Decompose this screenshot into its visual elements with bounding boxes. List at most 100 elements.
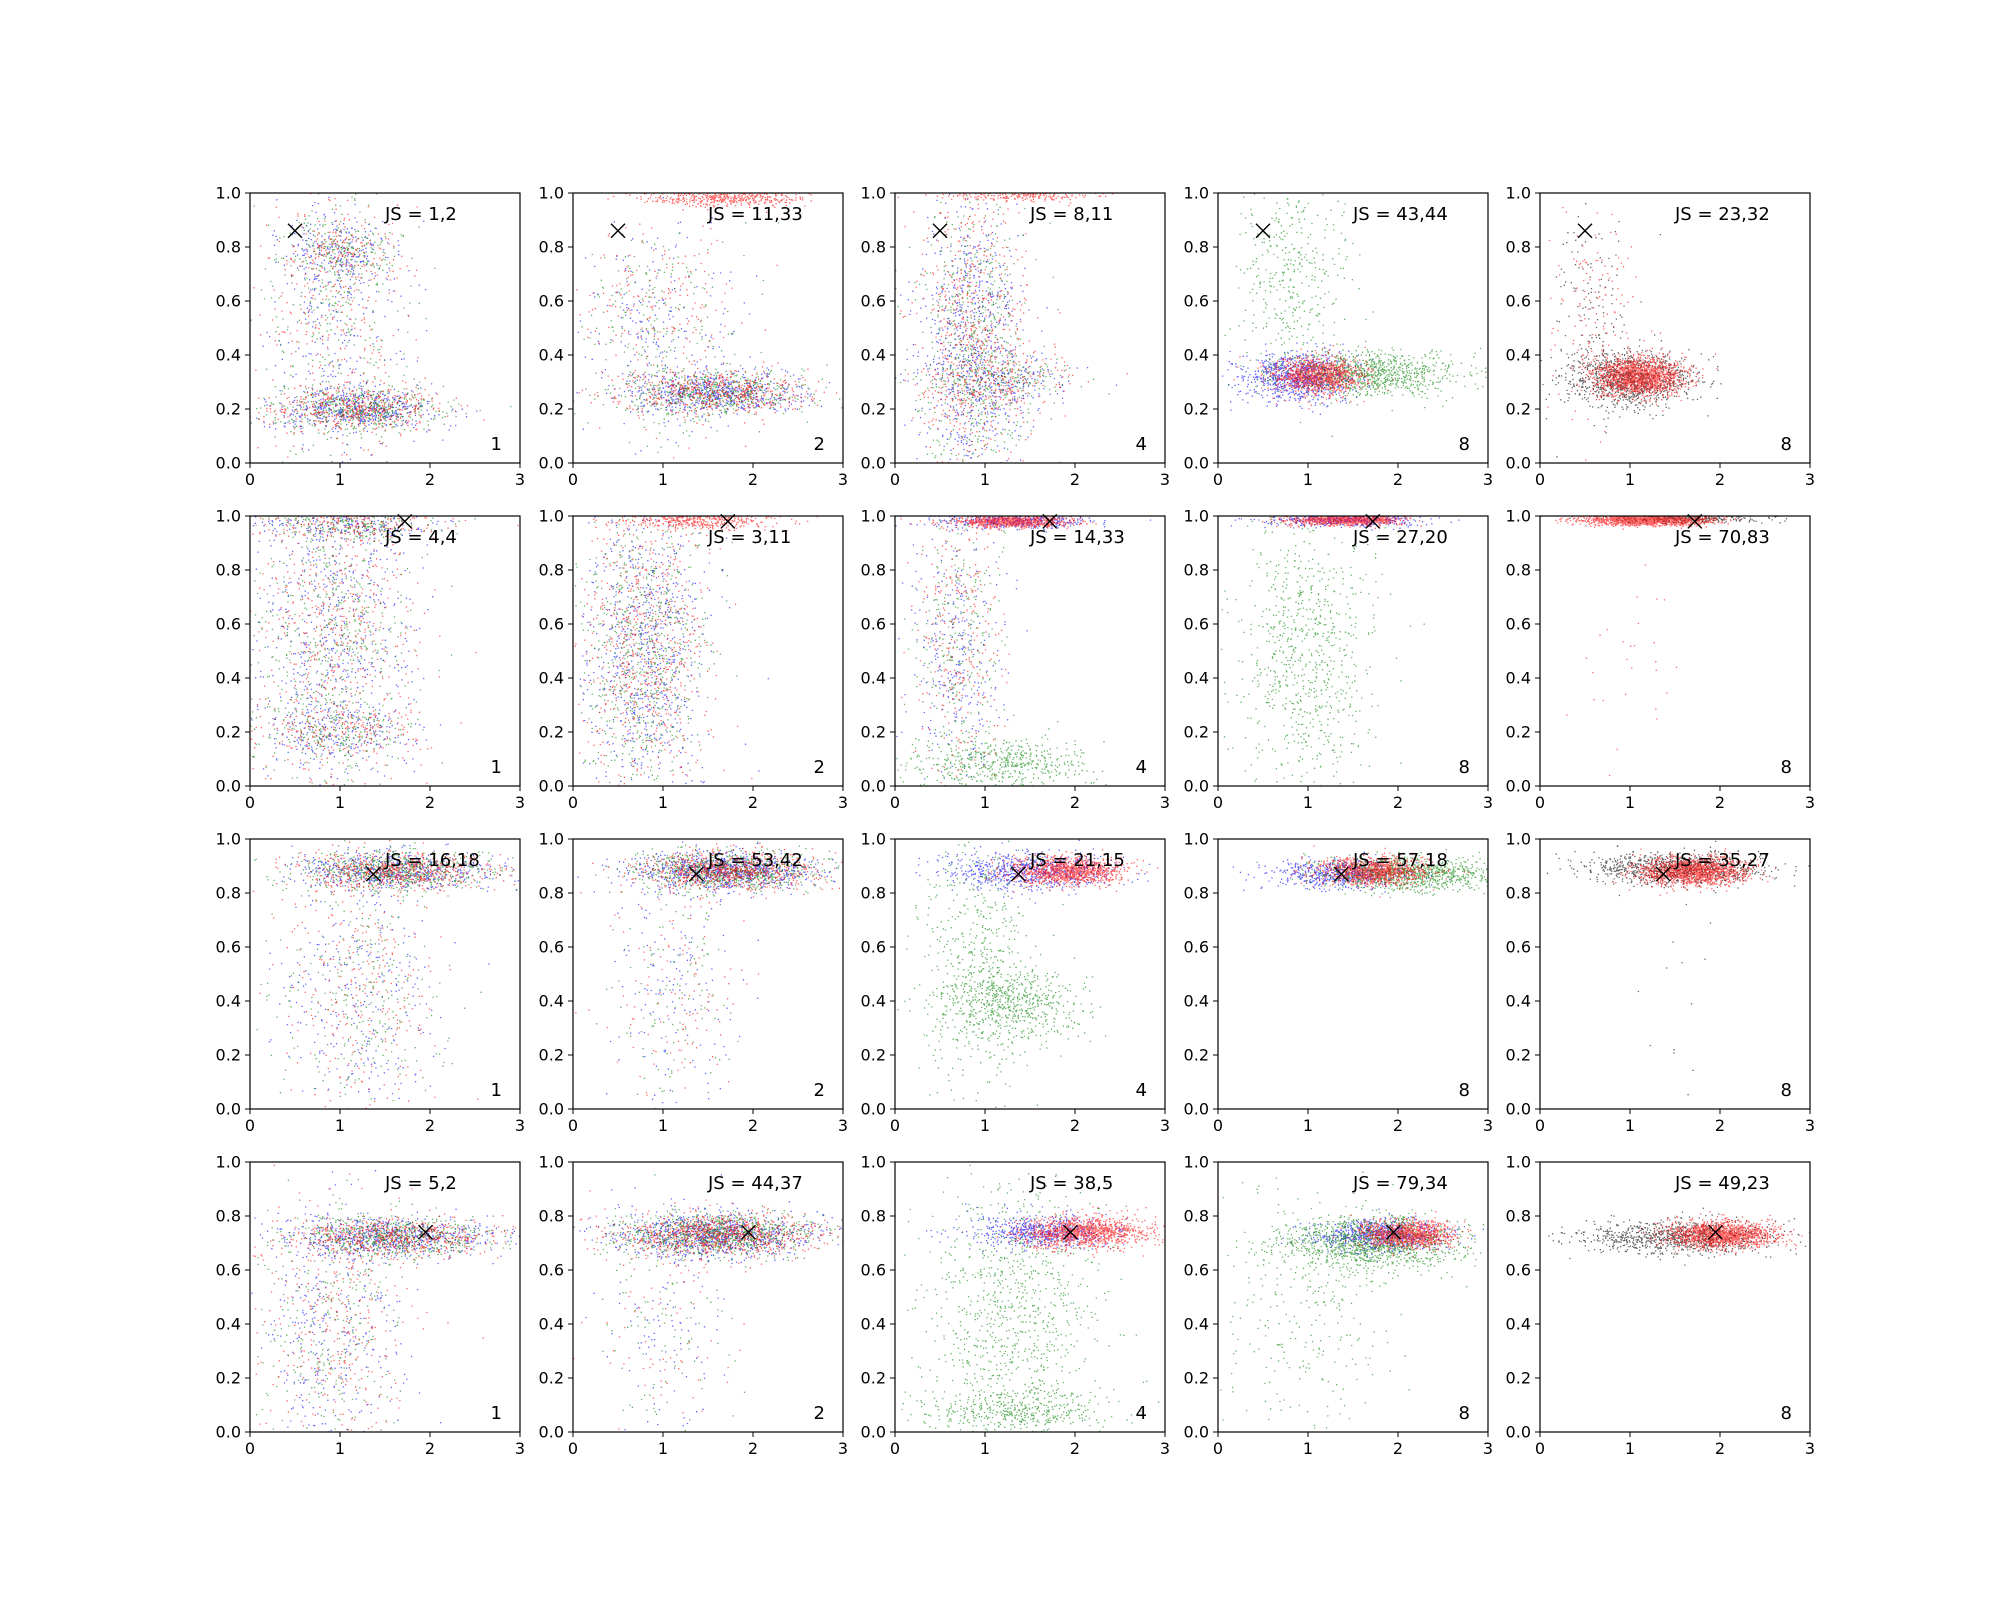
y-tick-label: 1.0 xyxy=(216,507,241,526)
series-red xyxy=(252,1164,516,1432)
series-green xyxy=(897,839,1107,1108)
subplot-10: 0 1 2 3 0.0 0.2 0.4 0.6 0.8 1.0 JS = 70,83 8 xyxy=(1506,507,1816,813)
y-tick-label: 0.6 xyxy=(1184,292,1209,311)
target-marker xyxy=(610,223,626,239)
y-tick-label: 0.0 xyxy=(1184,1100,1209,1119)
y-tick-label: 0.6 xyxy=(1506,615,1531,634)
corner-label: 2 xyxy=(814,434,825,455)
x-tick-label: 0 xyxy=(890,1439,900,1458)
js-annotation: JS = 70,83 xyxy=(1674,527,1770,548)
target-marker xyxy=(1655,866,1671,882)
subplot-8: 0 1 2 3 0.0 0.2 0.4 0.6 0.8 1.0 JS = 14,33 4 xyxy=(861,507,1171,813)
x-tick-label: 3 xyxy=(1483,1116,1493,1135)
subplot-grid: 0 1 2 30.00.20.40.60.81.0JS = 1,210 1 2 30.00.… xyxy=(216,184,1816,1459)
x-tick-label: 2 xyxy=(1070,470,1080,489)
x-tick-label: 1 xyxy=(658,1439,668,1458)
target-marker xyxy=(1042,513,1058,529)
scatter-points xyxy=(1540,516,1788,777)
x-tick-label: 1 xyxy=(1303,1116,1313,1135)
x-tick-label: 1 xyxy=(335,793,345,812)
scatter-points xyxy=(1548,1207,1810,1266)
x-tick-label: 2 xyxy=(1715,1439,1725,1458)
y-tick-label: 0.2 xyxy=(1506,400,1531,419)
y-tick-label: 1.0 xyxy=(861,1153,886,1172)
subplot-3: 0 1 2 3 0.0 0.2 0.4 0.6 0.8 1.0 JS = 8,11 4 xyxy=(861,184,1171,490)
subplot-9: 0 1 2 3 0.0 0.2 0.4 0.6 0.8 1.0 JS = 27,20 8 xyxy=(1184,507,1494,813)
x-tick-label: 0 xyxy=(245,1439,255,1458)
y-tick-label: 0.6 xyxy=(1506,292,1531,311)
x-tick-label: 0 xyxy=(890,1116,900,1135)
y-tick-label: 0.6 xyxy=(216,615,241,634)
js-annotation: JS = 53,42 xyxy=(707,850,803,871)
scatter-points xyxy=(250,193,512,463)
axes-frame xyxy=(1217,1161,1489,1433)
y-tick-label: 0.2 xyxy=(539,1046,564,1065)
axes-frame xyxy=(1539,192,1811,464)
series-red xyxy=(1333,1211,1472,1259)
x-tick-label: 3 xyxy=(1160,1116,1170,1135)
x-tick-label: 2 xyxy=(1393,1116,1403,1135)
subplot-19: 0 1 2 3 0.0 0.2 0.4 0.6 0.8 1.0 JS = 79,34 8 xyxy=(1184,1153,1494,1459)
y-tick-label: 0.6 xyxy=(539,615,564,634)
scatter-points xyxy=(901,1164,1165,1432)
corner-label: 8 xyxy=(1781,1403,1792,1424)
scatter-points xyxy=(574,516,819,786)
x-tick-label: 0 xyxy=(1535,470,1545,489)
x-tick-label: 1 xyxy=(980,1116,990,1135)
x-tick-label: 0 xyxy=(890,793,900,812)
series-green xyxy=(895,194,1110,463)
axes-frame xyxy=(249,192,521,464)
x-tick-label: 1 xyxy=(1625,470,1635,489)
y-tick-label: 0.0 xyxy=(1184,777,1209,796)
series-green xyxy=(250,193,512,463)
y-tick-label: 1.0 xyxy=(539,507,564,526)
x-tick-label: 1 xyxy=(658,1116,668,1135)
x-tick-label: 1 xyxy=(1303,793,1313,812)
x-tick-label: 1 xyxy=(980,470,990,489)
corner-label: 8 xyxy=(1459,1403,1470,1424)
y-tick-label: 0.0 xyxy=(216,1100,241,1119)
corner-label: 1 xyxy=(491,757,502,778)
x-tick-label: 0 xyxy=(890,470,900,489)
x-tick-label: 3 xyxy=(1160,1439,1170,1458)
y-tick-label: 0.4 xyxy=(861,346,886,365)
y-tick-label: 0.4 xyxy=(1506,1315,1531,1334)
y-tick-label: 0.4 xyxy=(1184,992,1209,1011)
js-annotation: JS = 57,18 xyxy=(1352,850,1448,871)
y-tick-label: 0.0 xyxy=(861,1100,886,1119)
y-tick-label: 0.2 xyxy=(1184,723,1209,742)
y-tick-label: 0.6 xyxy=(1184,1261,1209,1280)
corner-label: 8 xyxy=(1459,434,1470,455)
x-tick-label: 0 xyxy=(1213,1116,1223,1135)
y-tick-label: 0.0 xyxy=(861,777,886,796)
y-tick-label: 0.2 xyxy=(216,723,241,742)
y-tick-label: 0.6 xyxy=(861,615,886,634)
y-tick-label: 0.4 xyxy=(1184,669,1209,688)
y-tick-label: 0.2 xyxy=(1184,1046,1209,1065)
corner-label: 8 xyxy=(1781,434,1792,455)
x-tick-label: 2 xyxy=(425,470,435,489)
x-tick-label: 0 xyxy=(568,1439,578,1458)
y-tick-label: 0.2 xyxy=(539,723,564,742)
y-tick-label: 0.4 xyxy=(539,346,564,365)
y-tick-label: 0.6 xyxy=(861,938,886,957)
series-blue xyxy=(251,1170,520,1432)
y-tick-label: 0.2 xyxy=(1506,723,1531,742)
y-tick-label: 0.4 xyxy=(1506,346,1531,365)
x-tick-label: 1 xyxy=(1303,1439,1313,1458)
x-tick-label: 2 xyxy=(1715,1116,1725,1135)
target-marker xyxy=(1577,223,1593,239)
series-red xyxy=(574,516,819,786)
y-tick-label: 0.8 xyxy=(539,561,564,580)
scatter-points xyxy=(1232,845,1488,899)
scatter-points xyxy=(1221,193,1487,437)
axes-frame xyxy=(249,515,521,787)
y-tick-label: 0.4 xyxy=(216,1315,241,1334)
x-tick-label: 0 xyxy=(245,1116,255,1135)
x-tick-label: 1 xyxy=(335,470,345,489)
x-tick-label: 3 xyxy=(1805,470,1815,489)
series-red xyxy=(575,842,843,1096)
x-tick-label: 2 xyxy=(1070,1439,1080,1458)
subplot-18: 0 1 2 3 0.0 0.2 0.4 0.6 0.8 1.0 JS = 38,5 4 xyxy=(861,1153,1171,1459)
y-tick-label: 0.4 xyxy=(1506,992,1531,1011)
